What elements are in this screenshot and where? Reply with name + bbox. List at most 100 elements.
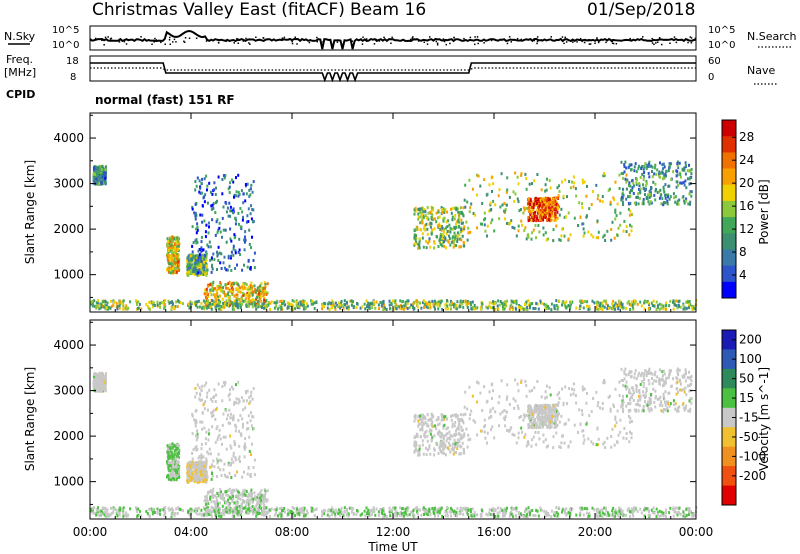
power-echo-cell xyxy=(470,202,473,206)
power-echo-cell xyxy=(513,199,516,203)
nsearch-point xyxy=(248,42,250,44)
power-echo-cell xyxy=(429,306,432,310)
velocity-echo-cell xyxy=(443,444,446,447)
nsearch-point xyxy=(675,41,678,44)
power-echo-cell xyxy=(248,242,251,246)
power-echo-cell xyxy=(196,176,199,180)
power-echo-cell xyxy=(378,307,380,311)
nsearch-point xyxy=(520,38,522,41)
power-echo-cell xyxy=(678,299,681,303)
power-echo-cell xyxy=(426,306,429,310)
power-echo-cell xyxy=(425,222,428,226)
nsearch-point xyxy=(690,42,693,44)
power-echo-cell xyxy=(649,200,652,204)
power-echo-cell xyxy=(446,225,449,229)
power-echo-cell xyxy=(419,221,422,225)
power-echo-cell xyxy=(647,301,650,305)
velocity-echo-cell xyxy=(169,464,172,468)
power-echo-cell xyxy=(96,173,99,177)
velocity-echo-cell xyxy=(455,432,458,436)
power-echo-cell xyxy=(677,183,680,187)
nsearch-point xyxy=(630,39,632,41)
power-echo-cell xyxy=(195,238,198,242)
power-echo-cell xyxy=(553,218,556,222)
velocity-echo-cell xyxy=(253,506,256,510)
nsearch-point xyxy=(642,36,644,38)
velocity-echo-cell xyxy=(177,452,179,456)
power-echo-cell xyxy=(228,299,231,303)
velocity-echo-cell xyxy=(229,412,232,416)
power-echo-cell xyxy=(196,273,199,277)
power-echo-cell xyxy=(519,208,522,211)
velocity-echo-cell xyxy=(175,471,178,475)
velocity-echo-cell xyxy=(251,500,254,504)
power-echo-cell xyxy=(207,301,210,305)
velocity-echo-cell xyxy=(226,475,229,479)
power-echo-cell xyxy=(650,164,653,168)
nsearch-point xyxy=(236,37,238,40)
power-echo-cell xyxy=(237,190,240,194)
nsearch-label: N.Search xyxy=(747,30,797,43)
power-echo-cell xyxy=(229,214,232,218)
velocity-echo-cell xyxy=(228,398,231,402)
power-echo-cell xyxy=(456,307,458,311)
power-echo-cell xyxy=(186,271,189,275)
power-echo-cell xyxy=(489,208,492,212)
velocity-echo-cell xyxy=(230,463,232,467)
power-echo-cell xyxy=(643,171,646,174)
power-echo-cell xyxy=(151,305,154,309)
power-echo-cell xyxy=(672,299,675,303)
power-echo-cell xyxy=(259,284,262,288)
power-echo-cell xyxy=(542,226,545,230)
power-echo-cell xyxy=(455,222,457,226)
power-echo-cell xyxy=(529,302,531,306)
power-echo-cell xyxy=(544,307,547,311)
power-echo-cell xyxy=(233,308,235,311)
power-echo-cell xyxy=(629,223,631,227)
velocity-echo-cell xyxy=(241,475,244,479)
power-echo-cell xyxy=(414,228,417,232)
velocity-echo-cell xyxy=(460,435,463,438)
power-echo-cell xyxy=(528,182,531,186)
velocity-echo-cell xyxy=(429,432,432,436)
power-echo-cell xyxy=(466,200,469,204)
velocity-echo-cell xyxy=(209,397,212,401)
velocity-echo-cell xyxy=(461,428,464,432)
power-echo-cell xyxy=(530,219,533,222)
velocity-echo-cell xyxy=(222,381,225,385)
velocity-echo-cell xyxy=(98,374,101,378)
velocity-echo-cell xyxy=(225,417,228,421)
velocity-echo-cell xyxy=(258,496,261,500)
power-echo-cell xyxy=(612,305,615,309)
power-echo-cell xyxy=(642,183,644,187)
power-echo-cell xyxy=(456,236,459,240)
power-echo-cell xyxy=(587,308,590,311)
velocity-echo-cell xyxy=(266,498,269,502)
power-echo-cell xyxy=(167,259,170,263)
power-echo-cell xyxy=(563,303,566,307)
power-echo-cell xyxy=(552,228,555,232)
power-echo-cell xyxy=(525,177,528,180)
power-echo-cell xyxy=(536,302,539,306)
power-echo-cell xyxy=(374,306,377,310)
power-echo-cell xyxy=(554,203,557,207)
power-echo-cell xyxy=(95,301,98,305)
power-echo-cell xyxy=(249,212,252,216)
power-echo-cell xyxy=(675,169,678,173)
y-tick-label: 3000 xyxy=(53,177,84,191)
velocity-echo-cell xyxy=(246,499,249,502)
power-echo-cell xyxy=(404,303,407,307)
velocity-echo-cell xyxy=(232,497,235,501)
power-echo-cell xyxy=(259,295,262,299)
power-echo-cell xyxy=(397,305,400,309)
power-echo-cell xyxy=(505,304,508,308)
power-echo-cell xyxy=(450,307,452,311)
power-echo-cell xyxy=(548,197,551,201)
velocity-echo-cell xyxy=(257,508,260,512)
power-echo-cell xyxy=(221,192,224,196)
power-echo-cell xyxy=(629,209,632,213)
power-echo-cell xyxy=(241,285,243,289)
power-echo-cell xyxy=(371,306,374,310)
velocity-echo-cell xyxy=(217,435,220,439)
